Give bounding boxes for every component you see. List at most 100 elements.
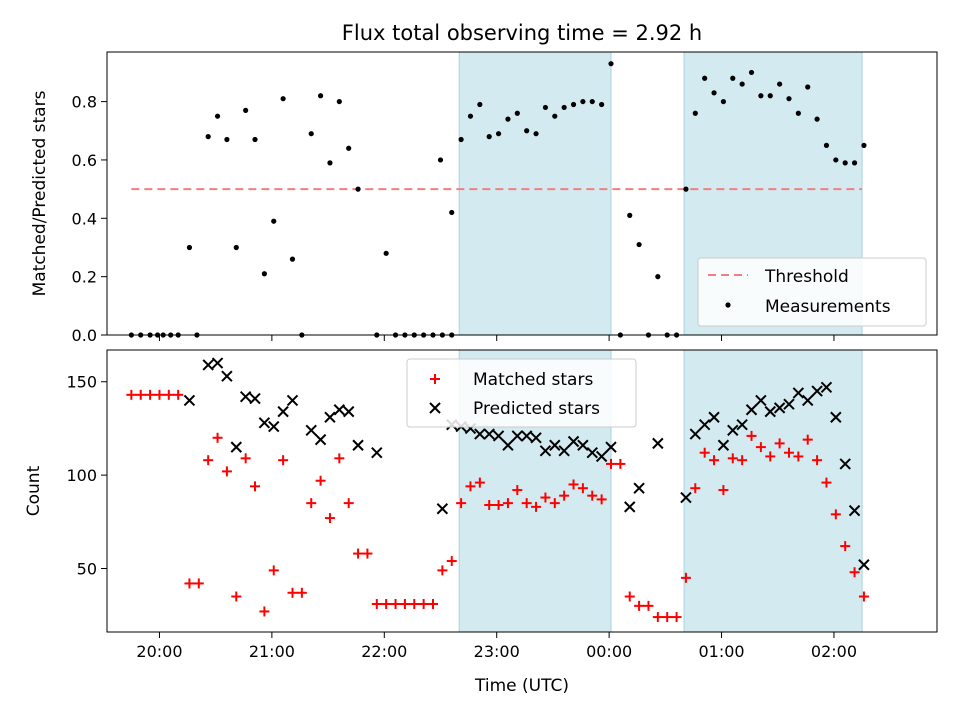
matched-star-point <box>428 598 439 609</box>
x-tick-label: 01:00 <box>698 642 744 661</box>
predicted-star-point <box>680 491 692 504</box>
matched-star-point <box>193 578 204 589</box>
predicted-star-point <box>474 428 486 440</box>
matched-star-point <box>802 434 813 445</box>
matched-star-point <box>858 591 869 602</box>
matched-star-point <box>662 612 673 623</box>
shaded-interval <box>683 349 863 633</box>
matched-star-point <box>456 498 467 509</box>
matched-star-point <box>671 612 682 623</box>
matched-star-point <box>399 598 410 609</box>
measurement-point <box>205 134 211 140</box>
matched-star-point <box>746 430 757 441</box>
matched-star-point <box>465 481 476 492</box>
measurement-point <box>327 160 333 166</box>
predicted-star-point <box>268 420 280 433</box>
matched-star-point <box>755 442 766 453</box>
measurement-point <box>214 113 221 119</box>
y-tick-label: 0.4 <box>72 209 97 228</box>
matched-star-point <box>154 389 165 400</box>
measurement-point <box>702 75 708 81</box>
measurement-point <box>758 93 764 99</box>
matched-star-point <box>306 498 317 509</box>
top-legend: Threshold Measurements <box>697 257 927 327</box>
predicted-star-point <box>811 385 823 397</box>
predicted-star-point <box>633 482 645 494</box>
matched-star-point <box>587 490 598 501</box>
predicted-star-point <box>371 447 383 459</box>
top-axis-ticks: 0.0 0.2 0.4 0.6 0.8 <box>72 93 835 345</box>
bottom-plot-frame <box>106 349 938 633</box>
matched-star-point <box>278 455 289 466</box>
top-plot-frame <box>106 51 938 336</box>
predicted-star-point <box>652 437 664 450</box>
y-tick-label: 0.6 <box>72 151 97 170</box>
matched-star-point <box>418 598 429 609</box>
measurement-point <box>683 186 689 192</box>
measurement-point <box>542 104 549 111</box>
predicted-star-point <box>858 559 870 571</box>
matched-star-point <box>531 501 542 512</box>
matched-star-point <box>840 541 851 552</box>
predicted-star-point <box>595 450 608 463</box>
predicted-star-point <box>305 424 317 437</box>
bottom-panel: 20:00 21:00 22:00 23:00 00:00 01:00 02:00 50 100… <box>24 349 938 696</box>
matched-star-point <box>221 466 232 477</box>
predicted-star-point <box>239 390 252 403</box>
predicted-star-point <box>183 394 196 407</box>
y-tick-label: 0.8 <box>72 93 97 112</box>
matched-star-point <box>315 475 326 486</box>
predicted-star-point <box>211 357 224 369</box>
y-tick-label: 0.2 <box>72 268 97 287</box>
matched-star-point <box>559 490 570 501</box>
measurement-point <box>233 244 239 251</box>
matched-star-point <box>765 451 776 462</box>
x-tick-label: 00:00 <box>586 642 632 661</box>
x-tick-label: 02:00 <box>811 642 857 661</box>
measurement-point <box>505 116 511 122</box>
matched-star-point <box>521 498 532 509</box>
matched-star-point <box>250 481 261 492</box>
measurement-point <box>186 244 193 251</box>
measurement-point <box>346 145 352 151</box>
matched-star-point <box>474 477 485 488</box>
measurement-point <box>289 256 296 262</box>
x-axis-label: Time (UTC) <box>474 676 569 696</box>
matched-star-point <box>737 455 748 466</box>
measurement-point <box>730 75 736 81</box>
measurement-point <box>814 116 820 122</box>
predicted-star-point <box>333 404 346 416</box>
x-tick-label: 23:00 <box>474 642 520 661</box>
matched-star-point <box>259 606 270 617</box>
matched-star-point <box>343 498 354 509</box>
measurement-point <box>458 136 464 143</box>
matched-star-point <box>296 587 307 598</box>
predicted-star-point <box>727 424 739 437</box>
measurement-point <box>580 98 586 105</box>
measurement-point <box>495 131 502 137</box>
matched-star-point <box>353 548 364 559</box>
measurement-point <box>533 131 539 137</box>
chart-title: Flux total observing time = 2.92 h <box>342 21 702 45</box>
predicted-star-point <box>830 411 842 423</box>
measurement-point <box>767 93 773 99</box>
measurement-point <box>805 84 811 90</box>
measurement-point <box>252 136 258 143</box>
predicted-star-point <box>286 394 299 407</box>
measurement-point <box>552 113 558 119</box>
predicted-star-point <box>773 402 786 414</box>
predicted-star-point <box>436 503 449 515</box>
measurement-point <box>561 104 567 111</box>
legend-predicted-label: Predicted stars <box>473 399 600 419</box>
matched-star-point <box>634 600 645 611</box>
measurement-point <box>308 131 314 137</box>
measurement-point <box>833 157 839 163</box>
matched-star-point <box>126 389 137 400</box>
matched-star-point <box>540 492 551 503</box>
legend-predicted-swatch <box>429 402 441 414</box>
x-tick-label: 20:00 <box>136 642 182 661</box>
matched-star-point <box>727 453 738 464</box>
predicted-star-point <box>624 501 636 513</box>
predicted-star-point <box>352 439 364 451</box>
